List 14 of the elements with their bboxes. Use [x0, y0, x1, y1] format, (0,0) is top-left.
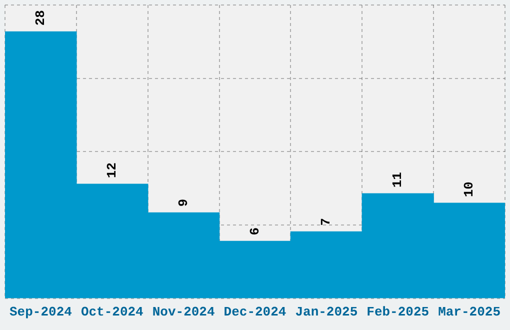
data-label: 7 [318, 218, 334, 226]
data-label: 9 [176, 198, 191, 207]
data-label: 10 [462, 181, 477, 198]
data-label: 28 [32, 10, 48, 26]
x-tick-label: Nov-2024 [152, 304, 215, 320]
x-tick-label: Dec-2024 [224, 304, 286, 320]
x-tick-label: Feb-2025 [366, 304, 430, 320]
x-tick-label: Mar-2025 [438, 304, 501, 320]
x-tick-label: Jan-2025 [295, 304, 358, 320]
data-label: 12 [104, 162, 120, 178]
data-label: 6 [247, 227, 262, 236]
x-tick-label: Sep-2024 [10, 304, 72, 320]
x-tick-label: Oct-2024 [80, 304, 144, 320]
data-label: 11 [390, 172, 406, 188]
